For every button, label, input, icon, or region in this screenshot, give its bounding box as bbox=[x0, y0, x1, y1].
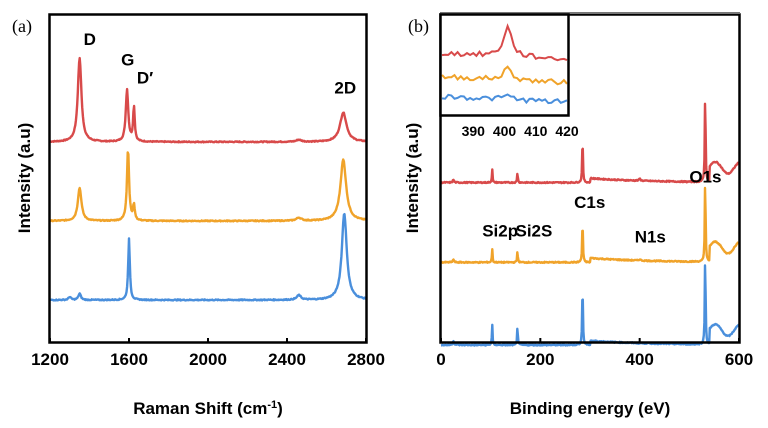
series-orange-line bbox=[49, 151, 367, 223]
inset-frame bbox=[439, 13, 570, 117]
panel-a-label: (a) bbox=[12, 16, 32, 37]
series-blue-line bbox=[440, 264, 740, 347]
xtick-label: 0 bbox=[436, 350, 445, 369]
xtick-label: 200 bbox=[526, 350, 554, 369]
peak-label: D′ bbox=[137, 68, 153, 87]
peak-label: D bbox=[84, 30, 96, 49]
inset-xticks: 390 400 410 420 bbox=[462, 123, 579, 139]
inset-series bbox=[441, 23, 568, 105]
inset-series-orange-line bbox=[441, 65, 568, 86]
inset-series-blue-line bbox=[441, 93, 568, 105]
inset-series-red-line bbox=[441, 23, 568, 62]
panel-a-xlabel: Raman Shift (cm-1) bbox=[133, 399, 283, 418]
inset-xtick-label: 390 bbox=[462, 123, 486, 139]
inset-xtick-label: 420 bbox=[555, 123, 579, 139]
xtick-label: 400 bbox=[625, 350, 653, 369]
panel-a-frame bbox=[48, 13, 368, 344]
xtick-label: 1600 bbox=[110, 350, 148, 369]
xtick-label: 2400 bbox=[268, 350, 306, 369]
inset-background bbox=[440, 14, 569, 116]
xtick-label: 2000 bbox=[189, 350, 227, 369]
peak-label: G bbox=[121, 50, 134, 69]
xtick-label: 2800 bbox=[347, 350, 385, 369]
peak-label: O1s bbox=[689, 168, 721, 187]
peak-label: N1s bbox=[635, 227, 666, 246]
series-red-line bbox=[440, 102, 740, 185]
series-orange-line bbox=[439, 186, 740, 265]
series-red-line bbox=[49, 56, 367, 144]
peak-label: Si2p bbox=[482, 222, 518, 241]
peak-label: 2D bbox=[334, 78, 356, 97]
panel-a-series bbox=[49, 56, 367, 302]
inset-xtick-label: 410 bbox=[524, 123, 548, 139]
panel-b-ylabel: Intensity (a.u) bbox=[403, 123, 422, 234]
series-blue-line bbox=[49, 212, 367, 302]
panel-b-label: (b) bbox=[408, 16, 429, 37]
panel-a-xticks: 1200 1600 2000 2400 2800 bbox=[31, 338, 385, 369]
xtick-label: 600 bbox=[725, 350, 753, 369]
panel-b-inset: 390 400 410 420 bbox=[439, 13, 579, 139]
panel-b-frame bbox=[439, 13, 741, 344]
panel-a: (a) 1200 1600 2000 2400 2800 D GD′ 2D Raman Sh… bbox=[12, 13, 385, 418]
panel-b-xticks: 0 200 400 600 bbox=[436, 338, 753, 369]
panel-b-xlabel: Binding energy (eV) bbox=[510, 399, 671, 418]
panel-a-ylabel: Intensity (a.u) bbox=[15, 123, 34, 234]
inset-xtick-label: 400 bbox=[493, 123, 517, 139]
xtick-label: 1200 bbox=[31, 350, 69, 369]
peak-label: Si2S bbox=[516, 222, 553, 241]
panel-a-annotations: D GD′ 2D bbox=[84, 30, 357, 97]
peak-label: C1s bbox=[574, 193, 605, 212]
